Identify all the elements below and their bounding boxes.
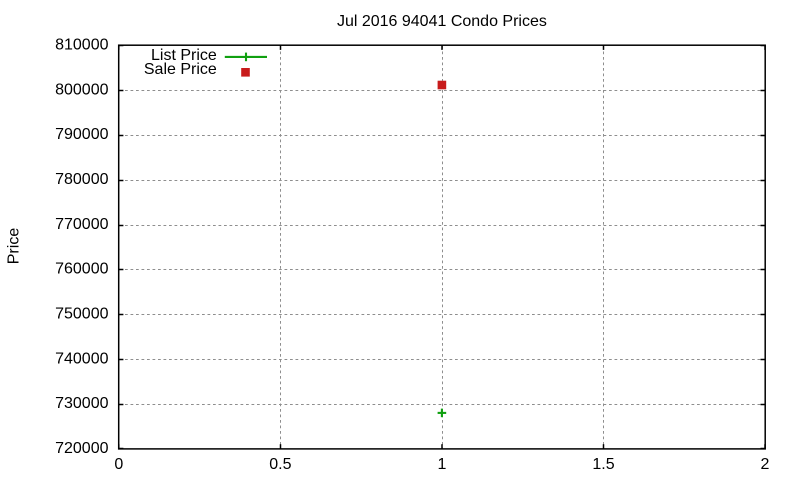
svg-text:750000: 750000	[55, 306, 108, 323]
svg-text:0.5: 0.5	[269, 456, 291, 473]
svg-text:List Price: List Price	[151, 47, 217, 64]
svg-text:810000: 810000	[55, 37, 108, 54]
svg-text:Sale Price: Sale Price	[144, 61, 217, 78]
svg-text:800000: 800000	[55, 81, 108, 98]
svg-text:730000: 730000	[55, 395, 108, 412]
svg-text:780000: 780000	[55, 171, 108, 188]
svg-text:790000: 790000	[55, 126, 108, 143]
svg-text:1: 1	[437, 456, 446, 473]
svg-text:Jul 2016 94041 Condo Prices: Jul 2016 94041 Condo Prices	[337, 13, 547, 30]
svg-text:720000: 720000	[55, 440, 108, 457]
svg-text:740000: 740000	[55, 350, 108, 367]
svg-text:2: 2	[761, 456, 770, 473]
svg-text:1.5: 1.5	[592, 456, 614, 473]
svg-text:Price: Price	[6, 228, 23, 265]
svg-text:770000: 770000	[55, 216, 108, 233]
svg-text:760000: 760000	[55, 261, 108, 278]
svg-text:0: 0	[114, 456, 123, 473]
